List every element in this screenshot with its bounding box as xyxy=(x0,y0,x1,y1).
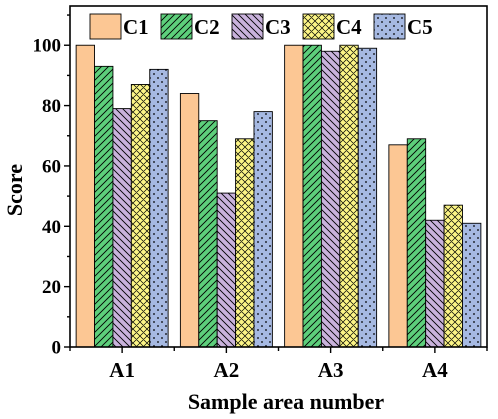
bar-C3-A2 xyxy=(216,192,237,348)
bar-C5-A2 xyxy=(253,111,273,348)
y-tick-label-80: 80 xyxy=(42,96,61,117)
bar-C1-A3 xyxy=(284,44,304,348)
legend-label-C3: C3 xyxy=(265,15,291,39)
x-axis-title: Sample area number xyxy=(188,389,385,414)
bar-C4-A1 xyxy=(130,84,151,348)
legend-swatch-C5 xyxy=(373,13,406,40)
bar-C5-A1 xyxy=(149,68,169,348)
bar-C3-A3 xyxy=(320,50,341,348)
y-axis-title: Score xyxy=(2,164,27,216)
y-tick-label-40: 40 xyxy=(42,217,61,238)
y-tick-label-60: 60 xyxy=(42,156,61,177)
bar-C4-A4 xyxy=(443,204,463,348)
bar-C4-A3 xyxy=(339,44,359,348)
bar-C3-A1 xyxy=(112,108,132,348)
legend: C1 C2 C3 C4 C5 xyxy=(89,13,433,40)
bar-C2-A2 xyxy=(198,120,218,348)
bar-C2-A1 xyxy=(94,65,114,348)
legend-label-C2: C2 xyxy=(194,15,220,39)
bar-C5-A4 xyxy=(462,222,482,348)
bar-C1-A4 xyxy=(388,144,408,348)
legend-label-C5: C5 xyxy=(407,15,433,39)
axes-layer: 0 20 40 60 80 100 A1 A2 A3 A4 xyxy=(33,5,488,382)
x-tick-label-A1: A1 xyxy=(109,358,135,382)
bar-C4-A2 xyxy=(235,138,255,348)
bars-layer xyxy=(75,44,482,348)
legend-swatch-C3 xyxy=(231,13,264,40)
bar-C5-A3 xyxy=(357,47,378,348)
y-tick-label-0: 0 xyxy=(52,338,62,359)
bar-C3-A4 xyxy=(425,219,445,348)
bar-C1-A1 xyxy=(75,44,95,348)
legend-swatch-C2 xyxy=(160,13,193,40)
x-tick-label-A2: A2 xyxy=(214,358,240,382)
y-tick-label-100: 100 xyxy=(33,36,62,57)
y-tick-label-20: 20 xyxy=(42,277,61,298)
bar-C2-A4 xyxy=(406,138,427,348)
x-tick-label-A4: A4 xyxy=(422,358,448,382)
legend-swatch-C4 xyxy=(302,13,335,40)
x-tick-label-A3: A3 xyxy=(318,358,344,382)
legend-label-C4: C4 xyxy=(336,15,362,39)
legend-label-C1: C1 xyxy=(123,15,149,39)
bar-C2-A3 xyxy=(302,44,322,348)
legend-swatch-C1 xyxy=(89,13,122,40)
bar-C1-A2 xyxy=(179,93,200,348)
